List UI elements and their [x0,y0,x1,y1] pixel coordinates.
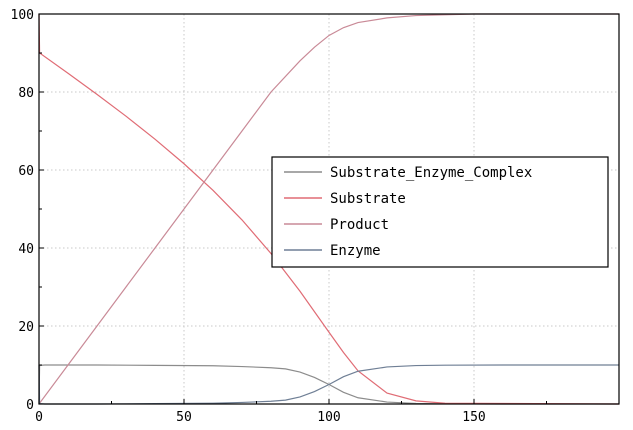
legend-entry-label: Substrate [330,191,406,207]
y-tick-label: 100 [11,8,34,23]
y-tick-label: 0 [26,398,34,413]
legend-entry-label: Substrate_Enzyme_Complex [330,165,532,181]
legend-box [271,156,609,268]
grid [39,14,619,404]
legend: Substrate_Enzyme_Complex Substrate Product… [271,156,609,268]
axis-ticks: 0 50 100 150 0 20 40 60 80 100 [11,8,547,425]
y-tick-label: 60 [18,164,34,179]
x-tick-label: 100 [317,410,340,425]
legend-entry-label: Enzyme [330,243,381,259]
legend-entry-label: Product [330,217,389,233]
series-line-product [38,13,619,405]
y-tick-label: 80 [18,86,34,101]
y-tick-label: 20 [18,320,34,335]
x-tick-label: 0 [35,410,43,425]
x-tick-label: 150 [462,410,485,425]
y-tick-label: 40 [18,242,34,257]
series-line-substrate [38,13,620,405]
x-tick-label: 50 [176,410,192,425]
